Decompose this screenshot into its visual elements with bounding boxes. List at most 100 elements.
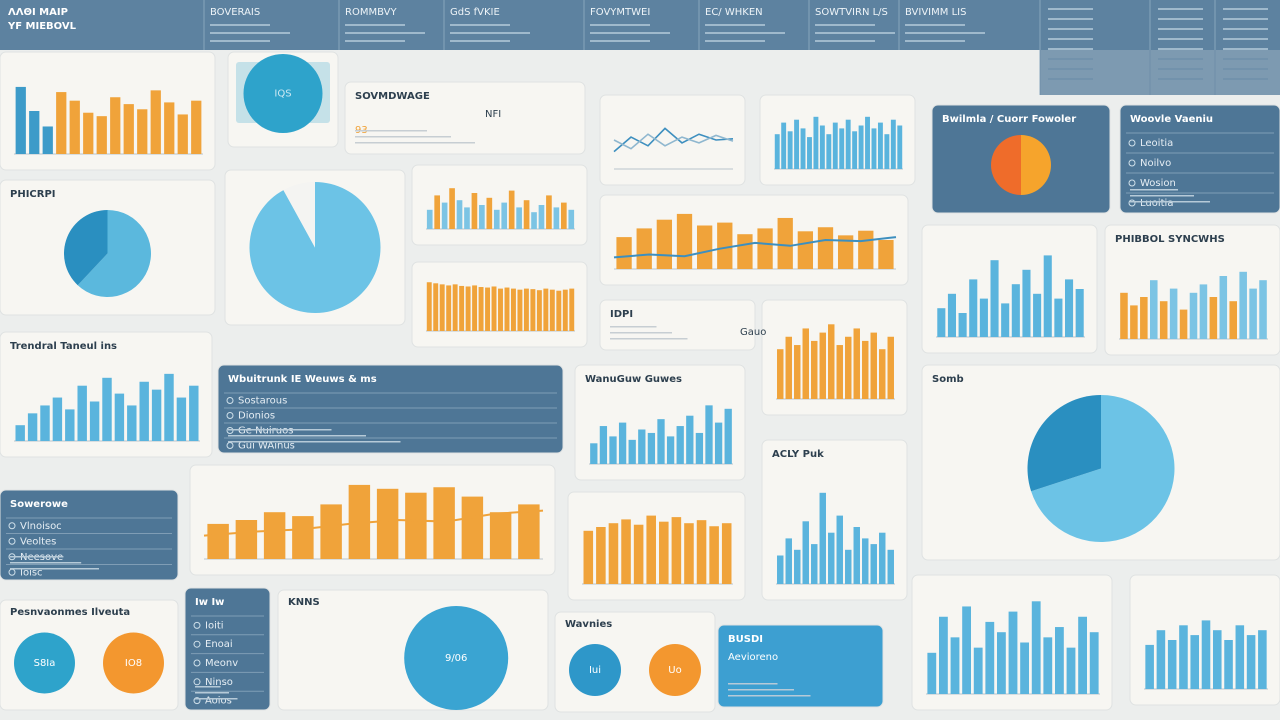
bar (562, 289, 568, 331)
bar (320, 504, 342, 559)
row-icon (193, 640, 201, 648)
chart-title: Somb (932, 374, 964, 385)
header-placeholder (1048, 18, 1093, 20)
line-series (613, 127, 734, 153)
row-icon (226, 412, 234, 419)
bar (151, 389, 162, 441)
bar (1249, 288, 1257, 339)
bar (127, 405, 137, 441)
bar (865, 116, 870, 169)
bar (777, 217, 793, 269)
bar (811, 340, 818, 399)
bar (897, 125, 903, 169)
text-placeholder (728, 695, 811, 697)
bar (42, 126, 53, 154)
bar (596, 527, 606, 584)
bar (27, 413, 38, 441)
bar (853, 527, 860, 584)
bar (56, 92, 67, 154)
text-placeholder (1130, 201, 1210, 203)
bar (879, 349, 886, 399)
header-placeholder (1223, 38, 1268, 40)
bar (616, 237, 632, 269)
bar (176, 397, 187, 441)
bar (633, 524, 644, 584)
row-label: Leoitia (1140, 138, 1173, 149)
bar (1033, 293, 1042, 337)
stat-label: Uo (668, 665, 681, 676)
bar (235, 520, 258, 559)
header-tab: EC/ WHKEN (705, 7, 763, 18)
bar (696, 225, 713, 269)
bar (553, 207, 560, 229)
bar (1246, 635, 1256, 689)
bar (659, 521, 669, 584)
text-placeholder (355, 136, 451, 138)
bar (1145, 644, 1154, 689)
bar (717, 222, 733, 269)
row-label: Aoios (205, 696, 232, 707)
bar (508, 190, 515, 229)
bar (927, 652, 937, 694)
bar (1224, 640, 1233, 689)
bar (609, 436, 617, 464)
bar (471, 193, 478, 229)
text-placeholder (610, 332, 672, 334)
header-placeholder (450, 40, 510, 42)
bar (1120, 292, 1128, 339)
text-placeholder (1130, 195, 1194, 197)
bar (478, 287, 484, 331)
pie-slice (1021, 135, 1051, 195)
bar (608, 523, 619, 584)
panel-card (217, 364, 564, 454)
bar (1156, 630, 1166, 689)
panel-card-band (236, 62, 330, 123)
panel-card (599, 299, 756, 351)
header-placeholder (815, 40, 875, 42)
header-placeholder (705, 32, 785, 34)
stat-circle (649, 644, 701, 696)
bar (884, 134, 890, 169)
header-placeholder (1158, 38, 1203, 40)
stat-circle (14, 632, 75, 694)
header-placeholder (345, 24, 405, 26)
bar (556, 290, 562, 331)
header-placeholder (705, 24, 765, 26)
text-placeholder (195, 692, 229, 694)
bar (807, 137, 812, 169)
bar (1020, 642, 1030, 694)
header-placeholder (345, 32, 425, 34)
header-tab: SOWTVIRN L/S (815, 7, 888, 18)
row-label: Veoltes (20, 536, 56, 547)
row-label: Gui WAinus (238, 441, 295, 452)
header-tab: FOVYMTWEI (590, 7, 650, 18)
row-icon (1128, 139, 1136, 147)
bar (1212, 630, 1222, 689)
header-placeholder (1048, 8, 1093, 10)
panel-card (717, 624, 884, 708)
bar (618, 422, 627, 464)
bar (695, 432, 704, 464)
bar (676, 213, 693, 269)
bar (666, 436, 675, 464)
header-placeholder (1223, 8, 1268, 10)
bar (114, 393, 125, 441)
chart-card (599, 94, 746, 186)
bar (523, 288, 529, 331)
panel-title: IDPI (610, 309, 633, 320)
bar (781, 122, 787, 169)
bar (686, 415, 694, 464)
bar (1043, 637, 1053, 694)
row-label: Vlnoisoc (20, 521, 62, 532)
bar (979, 298, 988, 337)
stat-label: 9/06 (445, 653, 467, 664)
bar (845, 119, 851, 169)
bar (794, 119, 800, 169)
bar (839, 128, 845, 169)
bar (518, 504, 540, 559)
bar (777, 555, 784, 584)
header-placeholder (590, 40, 650, 42)
bar (123, 104, 134, 154)
pie-slice (77, 210, 151, 297)
bar (464, 207, 470, 229)
